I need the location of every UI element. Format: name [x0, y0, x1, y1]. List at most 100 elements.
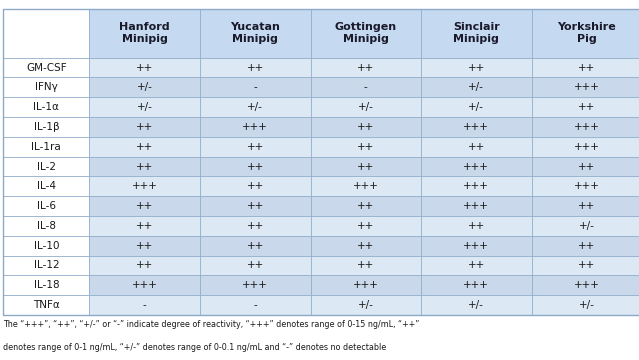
FancyBboxPatch shape [3, 236, 89, 256]
FancyBboxPatch shape [200, 275, 311, 295]
Text: +++: +++ [574, 82, 600, 92]
FancyBboxPatch shape [532, 157, 639, 176]
Text: ++: ++ [136, 261, 153, 270]
Text: ++: ++ [136, 63, 153, 72]
FancyBboxPatch shape [421, 216, 532, 236]
FancyBboxPatch shape [532, 117, 639, 137]
FancyBboxPatch shape [311, 77, 421, 97]
FancyBboxPatch shape [311, 157, 421, 176]
FancyBboxPatch shape [200, 196, 311, 216]
FancyBboxPatch shape [3, 176, 89, 196]
Text: Gottingen
Minipig: Gottingen Minipig [335, 22, 397, 44]
FancyBboxPatch shape [89, 157, 200, 176]
Text: ++: ++ [578, 201, 596, 211]
Text: ++: ++ [468, 63, 485, 72]
FancyBboxPatch shape [200, 58, 311, 77]
FancyBboxPatch shape [421, 97, 532, 117]
Text: ++: ++ [357, 142, 374, 152]
Text: IL-4: IL-4 [37, 181, 56, 191]
Text: +++: +++ [242, 122, 268, 132]
Text: ++: ++ [247, 63, 264, 72]
FancyBboxPatch shape [421, 58, 532, 77]
FancyBboxPatch shape [532, 216, 639, 236]
Text: IL-6: IL-6 [37, 201, 56, 211]
FancyBboxPatch shape [311, 9, 421, 58]
Text: +/-: +/- [358, 300, 374, 310]
FancyBboxPatch shape [532, 275, 639, 295]
FancyBboxPatch shape [89, 117, 200, 137]
Text: +++: +++ [463, 201, 489, 211]
Text: +/-: +/- [468, 102, 484, 112]
FancyBboxPatch shape [311, 216, 421, 236]
FancyBboxPatch shape [311, 275, 421, 295]
Text: +++: +++ [574, 181, 600, 191]
Text: ++: ++ [247, 241, 264, 251]
Text: The “+++”, “++”, “+/-” or “-” indicate degree of reactivity, “+++” denotes range: The “+++”, “++”, “+/-” or “-” indicate d… [3, 320, 420, 329]
FancyBboxPatch shape [89, 295, 200, 315]
FancyBboxPatch shape [89, 9, 200, 58]
Text: IL-1ra: IL-1ra [31, 142, 61, 152]
Text: ++: ++ [136, 122, 153, 132]
FancyBboxPatch shape [89, 176, 200, 196]
Text: +++: +++ [463, 122, 489, 132]
Text: ++: ++ [357, 122, 374, 132]
Text: +++: +++ [574, 142, 600, 152]
FancyBboxPatch shape [200, 176, 311, 196]
FancyBboxPatch shape [200, 9, 311, 58]
Text: +++: +++ [132, 280, 158, 290]
FancyBboxPatch shape [200, 97, 311, 117]
FancyBboxPatch shape [421, 9, 532, 58]
FancyBboxPatch shape [421, 275, 532, 295]
FancyBboxPatch shape [89, 58, 200, 77]
FancyBboxPatch shape [421, 117, 532, 137]
FancyBboxPatch shape [3, 295, 89, 315]
Text: IL-1β: IL-1β [33, 122, 59, 132]
FancyBboxPatch shape [3, 9, 89, 58]
Text: +/-: +/- [579, 221, 595, 231]
Text: +/-: +/- [137, 102, 153, 112]
Text: IL-10: IL-10 [34, 241, 59, 251]
FancyBboxPatch shape [200, 117, 311, 137]
Text: ++: ++ [578, 261, 596, 270]
Text: ++: ++ [136, 142, 153, 152]
FancyBboxPatch shape [200, 236, 311, 256]
FancyBboxPatch shape [421, 295, 532, 315]
Text: ++: ++ [357, 201, 374, 211]
FancyBboxPatch shape [200, 157, 311, 176]
FancyBboxPatch shape [200, 77, 311, 97]
FancyBboxPatch shape [3, 275, 89, 295]
Text: +++: +++ [463, 241, 489, 251]
FancyBboxPatch shape [311, 236, 421, 256]
Text: -: - [143, 300, 146, 310]
Text: +/-: +/- [468, 300, 484, 310]
Text: ++: ++ [578, 102, 596, 112]
FancyBboxPatch shape [311, 137, 421, 157]
FancyBboxPatch shape [421, 196, 532, 216]
FancyBboxPatch shape [3, 97, 89, 117]
Text: IL-2: IL-2 [37, 162, 56, 171]
Text: +/-: +/- [468, 82, 484, 92]
Text: +/-: +/- [579, 300, 595, 310]
Text: ++: ++ [247, 261, 264, 270]
Text: Hanford
Minipig: Hanford Minipig [119, 22, 170, 44]
Text: IL-12: IL-12 [33, 261, 59, 270]
Text: IL-8: IL-8 [37, 221, 56, 231]
Text: ++: ++ [136, 201, 153, 211]
Text: ++: ++ [247, 162, 264, 171]
FancyBboxPatch shape [421, 176, 532, 196]
Text: +++: +++ [132, 181, 158, 191]
FancyBboxPatch shape [421, 236, 532, 256]
Text: ++: ++ [468, 221, 485, 231]
Text: IL-18: IL-18 [33, 280, 59, 290]
Text: ++: ++ [247, 221, 264, 231]
FancyBboxPatch shape [89, 256, 200, 275]
FancyBboxPatch shape [3, 77, 89, 97]
Text: ++: ++ [578, 162, 596, 171]
Text: +++: +++ [463, 181, 489, 191]
Text: ++: ++ [468, 261, 485, 270]
Text: Yucatan
Minipig: Yucatan Minipig [230, 22, 281, 44]
Text: -: - [364, 82, 367, 92]
FancyBboxPatch shape [311, 176, 421, 196]
FancyBboxPatch shape [532, 77, 639, 97]
FancyBboxPatch shape [311, 58, 421, 77]
